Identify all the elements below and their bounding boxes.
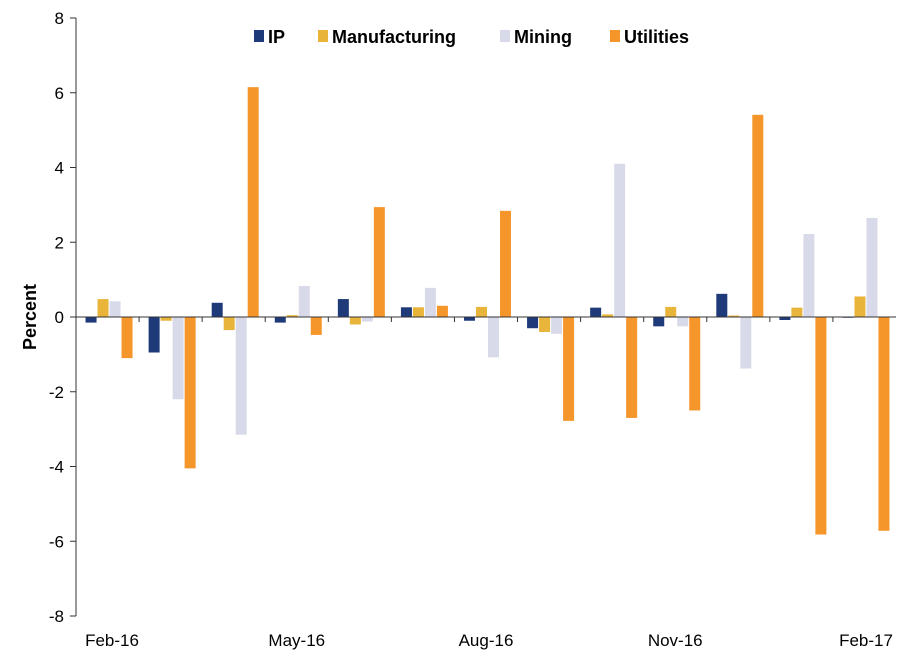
bar-mining-jul-16 [424, 287, 436, 317]
legend-swatch-manufacturing [318, 30, 328, 42]
bar-manufacturing-apr-16 [223, 317, 235, 331]
bar-ip-dec-16 [716, 293, 728, 317]
bar-mining-nov-16 [677, 317, 689, 327]
bar-utilities-mar-16 [184, 317, 196, 469]
bar-mining-dec-16 [740, 317, 752, 369]
y-tick-label: 8 [55, 9, 64, 28]
bar-mining-may-16 [298, 285, 310, 317]
bar-ip-apr-16 [211, 302, 223, 317]
legend-label-utilities: Utilities [624, 27, 689, 47]
bar-manufacturing-may-16 [286, 315, 298, 317]
bar-utilities-nov-16 [689, 317, 701, 411]
legend-swatch-mining [500, 30, 510, 42]
bar-manufacturing-mar-16 [160, 317, 172, 321]
y-tick-label: -2 [49, 383, 64, 402]
bar-manufacturing-feb-16 [97, 299, 109, 317]
bar-mining-mar-16 [172, 317, 184, 400]
y-axis-title: Percent [20, 284, 40, 350]
legend-label-mining: Mining [514, 27, 572, 47]
bar-utilities-feb-17 [878, 317, 890, 531]
bar-ip-may-16 [274, 317, 286, 323]
bar-manufacturing-jan-17 [791, 307, 803, 317]
bar-mining-feb-17 [866, 217, 878, 317]
bar-ip-feb-16 [85, 317, 97, 323]
bar-manufacturing-nov-16 [665, 306, 677, 317]
bar-mining-jan-17 [803, 234, 815, 317]
bar-utilities-jun-16 [373, 207, 385, 317]
bar-manufacturing-oct-16 [602, 314, 614, 317]
bar-manufacturing-aug-16 [476, 306, 487, 317]
bar-manufacturing-feb-17 [854, 296, 866, 317]
bar-ip-mar-16 [148, 317, 160, 353]
bar-manufacturing-jun-16 [349, 317, 361, 325]
legend-label-manufacturing: Manufacturing [332, 27, 456, 47]
bar-mining-aug-16 [488, 317, 499, 358]
y-tick-label: -6 [49, 532, 64, 551]
y-tick-label: 0 [55, 308, 64, 327]
x-tick-label: Nov-16 [648, 631, 703, 650]
x-tick-label: Feb-17 [839, 631, 893, 650]
legend-label-ip: IP [268, 27, 285, 47]
bar-ip-sep-16 [527, 317, 539, 329]
bar-mining-apr-16 [235, 317, 247, 435]
y-tick-label: -8 [49, 607, 64, 626]
x-tick-label: Aug-16 [459, 631, 514, 650]
bar-utilities-may-16 [310, 317, 322, 335]
y-tick-label: 2 [55, 233, 64, 252]
x-tick-label: Feb-16 [85, 631, 139, 650]
bar-ip-jan-17 [779, 317, 791, 320]
legend-swatch-ip [254, 30, 264, 42]
bar-ip-jun-16 [337, 299, 349, 317]
bar-utilities-jan-17 [815, 317, 827, 535]
bar-manufacturing-jul-16 [412, 307, 424, 317]
bar-mining-jun-16 [361, 317, 373, 322]
bar-utilities-sep-16 [563, 317, 575, 421]
bar-mining-oct-16 [614, 163, 626, 317]
bar-ip-jul-16 [400, 307, 412, 317]
bar-manufacturing-sep-16 [539, 317, 551, 332]
bar-utilities-oct-16 [626, 317, 638, 418]
legend-swatch-utilities [610, 30, 620, 42]
bar-utilities-aug-16 [500, 210, 511, 317]
y-tick-label: 4 [55, 159, 64, 178]
bar-mining-feb-16 [109, 301, 121, 317]
bar-ip-oct-16 [590, 307, 602, 317]
bar-manufacturing-dec-16 [728, 315, 740, 317]
bar-mining-sep-16 [551, 317, 563, 334]
y-tick-label: -4 [49, 458, 64, 477]
bar-utilities-dec-16 [752, 114, 764, 318]
x-tick-label: May-16 [268, 631, 325, 650]
bar-ip-aug-16 [464, 317, 475, 321]
bar-utilities-feb-16 [121, 317, 133, 359]
y-tick-label: 6 [55, 84, 64, 103]
bar-ip-nov-16 [653, 317, 665, 327]
bar-utilities-apr-16 [247, 87, 259, 317]
bar-utilities-jul-16 [436, 305, 448, 317]
